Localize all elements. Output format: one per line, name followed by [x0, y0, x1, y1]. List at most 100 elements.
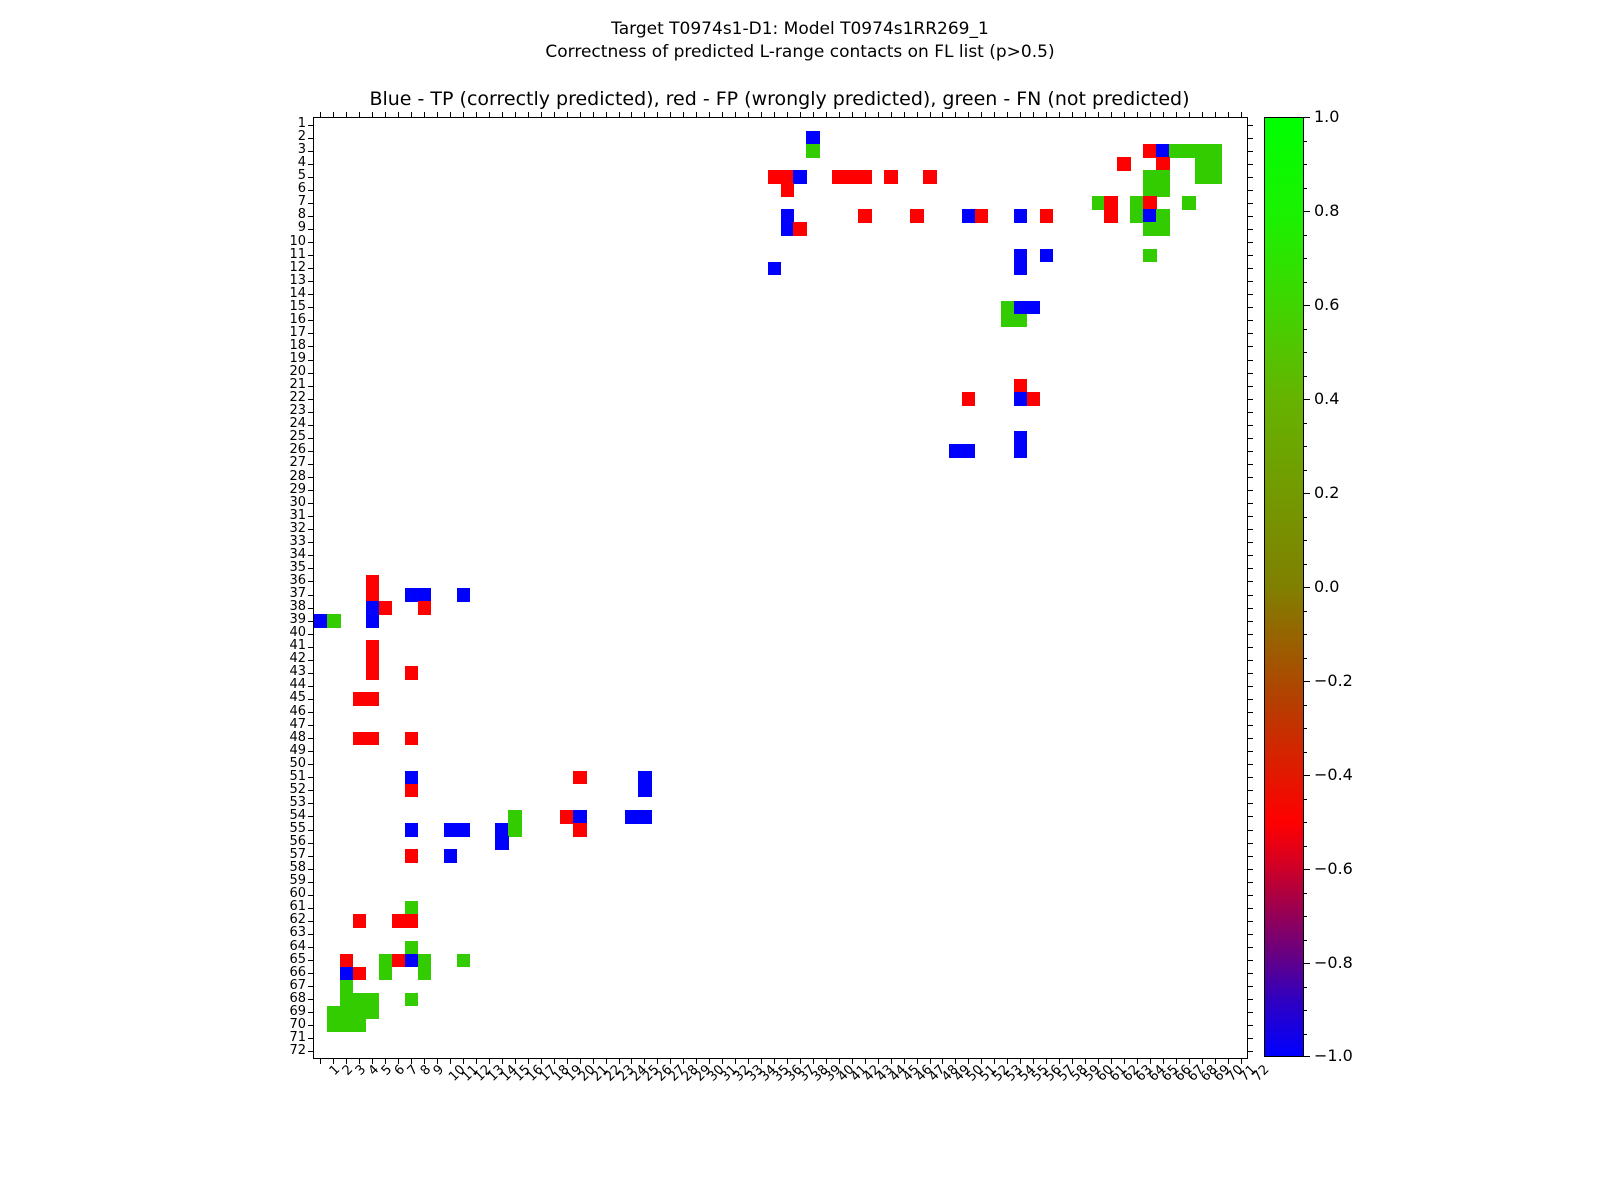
x-axis-tick: [1149, 1058, 1151, 1064]
heatmap-cell: [1117, 157, 1131, 171]
y-axis-tick-right: [1247, 947, 1253, 949]
y-axis-tick: [308, 568, 314, 570]
y-axis-tick: [308, 816, 314, 818]
colorbar-minor-tick: [1304, 234, 1307, 236]
y-axis-tick-right: [1247, 529, 1253, 531]
y-axis-tick-right: [1247, 150, 1253, 152]
colorbar-minor-tick: [1304, 798, 1307, 800]
heatmap-cell: [391, 914, 406, 929]
x-axis-tick-top: [799, 112, 801, 118]
y-axis-tick: [308, 202, 314, 204]
colorbar-tick: [1304, 399, 1310, 400]
y-axis-tick: [308, 738, 314, 740]
x-axis-tick: [411, 1058, 413, 1064]
x-axis-tick-top: [812, 112, 814, 118]
y-axis-tick-right: [1247, 1025, 1253, 1027]
heatmap-cells: [314, 118, 1247, 1058]
x-axis-tick: [683, 1058, 685, 1064]
heatmap-cell: [625, 809, 639, 824]
x-axis-tick-top: [709, 112, 711, 118]
y-axis-tick: [308, 659, 314, 661]
heatmap-cell: [365, 588, 380, 602]
x-axis-tick: [968, 1058, 970, 1064]
y-axis-tick-right: [1247, 933, 1253, 935]
y-axis-tick-label: 34: [289, 546, 306, 562]
y-axis-tick-right: [1247, 424, 1253, 426]
y-axis-tick-right: [1247, 920, 1253, 922]
heatmap-cell: [1208, 157, 1222, 171]
x-axis-tick-top: [488, 112, 490, 118]
y-axis-tick-right: [1247, 764, 1253, 766]
colorbar-tick: [1304, 305, 1310, 306]
y-axis-tick-label: 4: [297, 155, 306, 171]
heatmap-cell: [1208, 170, 1222, 184]
heatmap-cell: [793, 170, 807, 184]
y-axis-tick: [308, 986, 314, 988]
x-axis-tick: [994, 1058, 996, 1064]
y-axis-tick-right: [1247, 816, 1253, 818]
y-axis-tick: [308, 359, 314, 361]
y-axis-tick-right: [1247, 855, 1253, 857]
x-axis-tick: [722, 1058, 724, 1064]
y-axis-tick: [308, 385, 314, 387]
heatmap-cell: [456, 823, 471, 837]
axes-title-legend: Blue - TP (correctly predicted), red - F…: [369, 88, 1190, 110]
y-axis-tick-right: [1247, 907, 1253, 909]
y-axis-tick: [308, 764, 314, 766]
y-axis-tick-right: [1247, 372, 1253, 374]
y-axis-tick: [308, 163, 314, 165]
y-axis-tick-right: [1247, 411, 1253, 413]
heatmap-cell: [637, 770, 652, 785]
heatmap-cell: [339, 1005, 354, 1020]
x-axis-tick: [825, 1058, 827, 1064]
heatmap-cell: [365, 992, 380, 1007]
y-axis-tick: [308, 411, 314, 413]
heatmap-cell: [1013, 379, 1028, 393]
heatmap-cell: [417, 601, 432, 615]
x-axis-tick-top: [1085, 112, 1087, 118]
y-axis-tick-label: 47: [289, 716, 306, 732]
y-axis-tick: [308, 607, 314, 609]
y-axis-tick-label: 66: [289, 964, 306, 980]
colorbar-minor-tick: [1304, 610, 1307, 612]
y-axis-tick-right: [1247, 659, 1253, 661]
x-axis-tick: [527, 1058, 529, 1064]
y-axis-tick: [308, 712, 314, 714]
heatmap-cell: [1143, 144, 1157, 158]
heatmap-cell: [339, 966, 354, 981]
heatmap-cell: [352, 1005, 367, 1020]
heatmap-cell: [637, 809, 652, 824]
colorbar-minor-tick: [1304, 563, 1307, 565]
y-axis-tick-label: 37: [289, 586, 306, 602]
heatmap-cell: [417, 588, 432, 602]
colorbar-minor-tick: [1304, 1033, 1307, 1035]
heatmap-cell: [1039, 248, 1054, 263]
x-axis-tick-label: 9: [430, 1062, 448, 1079]
y-axis-tick: [308, 228, 314, 230]
colorbar-minor-tick: [1304, 328, 1307, 330]
y-axis-tick: [308, 907, 314, 909]
y-axis-tick-label: 12: [289, 259, 306, 275]
y-axis-tick-right: [1247, 555, 1253, 557]
y-axis-tick: [308, 137, 314, 139]
y-axis-tick-right: [1247, 973, 1253, 975]
y-axis-tick-right: [1247, 712, 1253, 714]
y-axis-tick-label: 71: [289, 1029, 306, 1045]
heatmap-cell: [352, 992, 367, 1007]
y-axis-tick-label: 69: [289, 1003, 306, 1019]
y-axis-tick-label: 54: [289, 807, 306, 823]
heatmap-cell: [1013, 431, 1028, 445]
y-axis-tick: [308, 803, 314, 805]
x-axis-tick-top: [398, 112, 400, 118]
x-axis-tick: [851, 1058, 853, 1064]
y-axis-tick-right: [1247, 685, 1253, 687]
colorbar: 1.0 0.8 0.6 0.4 0.2 0.0 −0.2 −0.4 −0.6 −0.8 −1.0: [1264, 109, 1353, 1064]
heatmap-cell: [974, 209, 989, 224]
heatmap-cell: [404, 953, 419, 968]
y-axis-tick-label: 22: [289, 390, 306, 406]
contact-map-plot[interactable]: [308, 112, 1253, 1064]
heatmap-cell: [1143, 222, 1157, 237]
x-axis-tick-top: [346, 112, 348, 118]
x-axis-tick-top: [877, 112, 879, 118]
x-axis-tick: [774, 1058, 776, 1064]
